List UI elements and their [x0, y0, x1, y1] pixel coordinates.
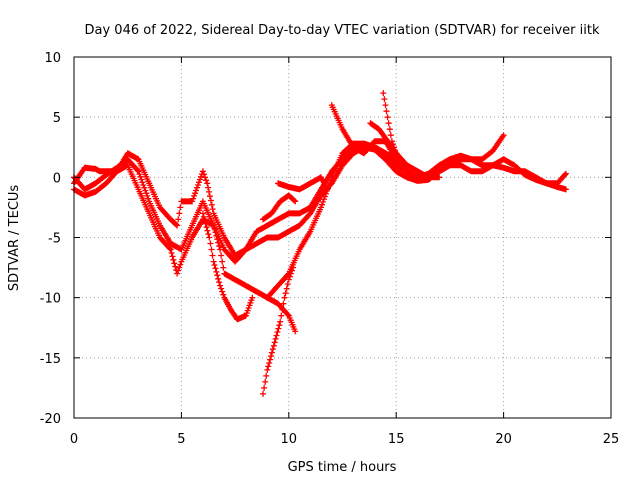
series-layer	[71, 90, 569, 397]
data-series-track-8	[275, 174, 331, 193]
plus-markers	[71, 144, 569, 259]
y-ticks: -20 -15 -10 -5 0 5 10	[40, 51, 611, 427]
chart-title: Day 046 of 2022, Sidereal Day-to-day VTE…	[85, 23, 600, 38]
x-tick-label: 15	[388, 432, 405, 447]
plus-markers	[367, 120, 410, 169]
y-tick-label: 0	[53, 171, 61, 186]
data-series-track-7	[260, 192, 299, 223]
data-series-track-11	[367, 120, 410, 169]
plus-markers	[199, 210, 256, 323]
x-axis-label: GPS time / hours	[288, 460, 397, 475]
x-tick-label: 0	[70, 432, 78, 447]
y-tick-label: 5	[53, 111, 61, 126]
plus-markers	[260, 192, 299, 223]
data-series-track-6	[264, 294, 299, 335]
y-tick-label: -20	[40, 412, 61, 427]
y-tick-label: -15	[40, 352, 61, 367]
y-tick-label: -10	[40, 292, 61, 307]
x-tick-label: 20	[495, 432, 512, 447]
y-axis-label: SDTVAR / TECUs	[7, 185, 22, 292]
plus-markers	[264, 294, 299, 335]
data-series-track-4	[199, 210, 256, 323]
y-tick-label: -5	[48, 232, 61, 247]
grid	[74, 57, 611, 418]
x-tick-label: 10	[281, 432, 298, 447]
plus-markers	[275, 174, 331, 193]
data-series-track-2	[71, 144, 569, 259]
x-tick-label: 5	[177, 432, 185, 447]
x-tick-label: 25	[603, 432, 620, 447]
x-ticks: 0 5 10 15 20 25	[70, 57, 619, 447]
y-tick-label: 10	[44, 51, 61, 66]
